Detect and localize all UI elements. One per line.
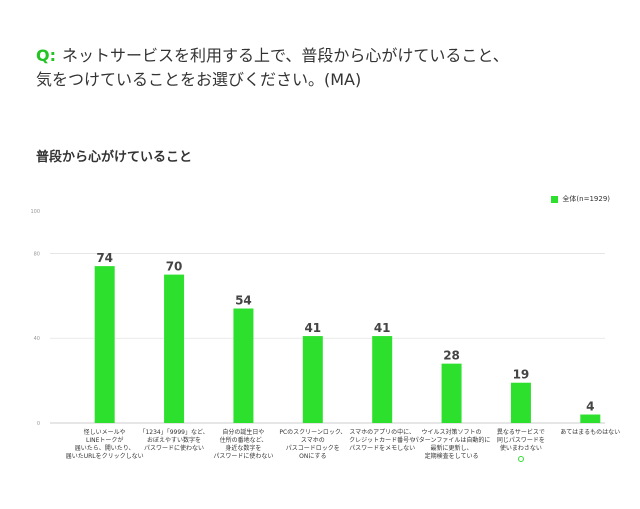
question-text: Q: ネットサービスを利用する上で、普段から心がけていること、 気をつけていること… [36,44,616,92]
data-label: 74 [96,251,113,265]
data-label: 41 [304,321,321,335]
x-tick-label: PCのスクリーンロック、 スマホの パスコードロックを ONにする [279,429,347,460]
y-tick-label: 100 [30,209,40,215]
y-tick-label: 80 [34,251,40,257]
legend-swatch [551,195,559,203]
question-line-1: ネットサービスを利用する上で、普段から心がけていること、 [62,46,509,65]
x-tick-label: 異なるサービスで 同じパスワードを 使いまわさない [496,429,545,452]
y-tick-label: 40 [34,336,40,342]
data-label: 54 [235,294,252,308]
chart-legend: 全体(n=1929) [551,194,610,204]
data-label: 70 [166,260,183,274]
bar [94,266,115,423]
legend-label: 全体(n=1929) [562,195,610,203]
x-tick-label: 怪しいメールや LINEトークが 届いたら、開いたり、 届いたURLをクリックしない [65,429,144,460]
x-tick-label: あてはまるものはない [560,429,621,436]
bar [441,363,462,423]
bar [302,336,323,423]
data-label: 4 [586,400,594,414]
question-line-2: 気をつけていることをお選びください。(MA) [36,70,362,89]
bar [510,382,531,423]
x-tick-label: ウイルス対策ソフトの パターンファイルは自動的に 最新に更新し、 定期検査をしている [412,429,491,460]
chart-title: 普段から心がけていること [36,150,193,165]
highlight-circle-icon [517,456,524,462]
bar [233,308,254,423]
question-marker: Q: [36,46,56,65]
bar [580,414,601,423]
bar [372,336,393,423]
data-label: 28 [443,349,460,363]
x-tick-label: 自分の誕生日や 住所の番地など、 身近な数字を パスワードに使わない [213,429,274,460]
x-tick-label: スマホのアプリの中に、 クレジットカード番号や パスワードをメモしない [349,429,416,452]
y-tick-label: 0 [37,421,40,427]
x-tick-label: 「1234」「9999」など、 おぼえやすい数字を パスワードに使わない [139,429,209,452]
bar [164,274,185,423]
data-label: 41 [374,321,391,335]
data-label: 19 [513,368,530,382]
